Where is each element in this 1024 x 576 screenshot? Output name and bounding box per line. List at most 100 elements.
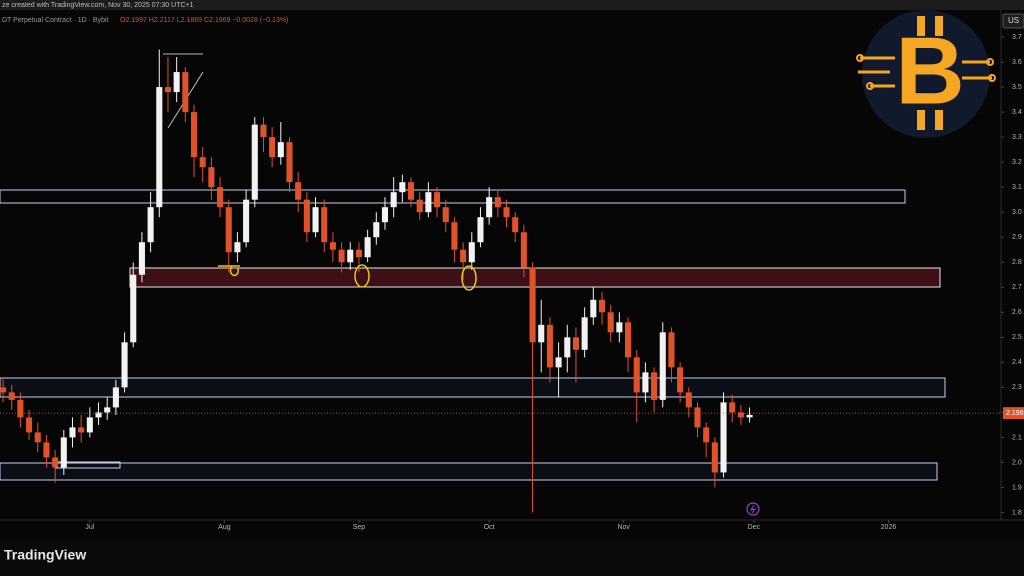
y-tick-label: 2.6 bbox=[1012, 309, 1022, 316]
candle-body bbox=[538, 324, 545, 343]
candle-body bbox=[164, 87, 172, 93]
x-tick-label: Oct bbox=[484, 524, 495, 531]
candle-body bbox=[138, 242, 145, 275]
candle-body bbox=[338, 249, 345, 263]
candle-body bbox=[234, 242, 241, 253]
candle-body bbox=[329, 242, 336, 250]
candle-body bbox=[434, 192, 441, 208]
logo bbox=[856, 54, 864, 62]
candle-body bbox=[0, 387, 7, 393]
candle-body bbox=[121, 342, 128, 388]
y-tick-label: 3.3 bbox=[1012, 134, 1022, 141]
logo bbox=[917, 110, 925, 130]
x-tick-label: Dec bbox=[748, 524, 761, 531]
event-icon[interactable] bbox=[746, 502, 760, 516]
candle-body bbox=[694, 407, 701, 428]
y-tick-label: 2.5 bbox=[1012, 334, 1022, 341]
candle-body bbox=[633, 357, 640, 393]
caption: ze created with TradingView.com, Nov 30,… bbox=[2, 2, 194, 9]
candle-body bbox=[529, 267, 536, 343]
candle-body bbox=[494, 197, 501, 208]
logo bbox=[986, 58, 994, 66]
candle-body bbox=[269, 137, 276, 158]
candle-body bbox=[720, 402, 727, 473]
logo bbox=[858, 56, 992, 88]
x-tick-label: 2026 bbox=[881, 524, 897, 531]
candle-body bbox=[225, 207, 232, 253]
candle-body bbox=[364, 237, 371, 258]
logo bbox=[988, 74, 996, 82]
candle-body bbox=[173, 72, 180, 93]
candle-body bbox=[381, 207, 389, 223]
candle-body bbox=[86, 417, 93, 433]
candle-body bbox=[34, 432, 41, 443]
candle-body bbox=[546, 324, 553, 368]
candle-body bbox=[659, 332, 666, 400]
candle-body bbox=[303, 199, 310, 233]
candle-body bbox=[373, 222, 380, 238]
candle-body bbox=[685, 392, 692, 408]
candle-body bbox=[746, 414, 753, 418]
candle-body bbox=[607, 312, 614, 333]
candle-body bbox=[451, 222, 458, 250]
candle-body bbox=[321, 207, 328, 243]
y-tick-label: 2.9 bbox=[1012, 234, 1022, 241]
zone bbox=[0, 377, 946, 398]
candle-body bbox=[486, 197, 493, 218]
candle-body bbox=[407, 182, 415, 200]
annotation bbox=[354, 264, 370, 288]
candle-body bbox=[503, 207, 510, 218]
y-tick-label: 3.5 bbox=[1012, 84, 1022, 91]
caption-bar bbox=[0, 0, 1024, 10]
candle-body bbox=[520, 232, 527, 268]
y-tick-label: 3.6 bbox=[1012, 59, 1022, 66]
candle-body bbox=[355, 249, 362, 258]
candle-body bbox=[243, 199, 250, 243]
candle-body bbox=[703, 427, 710, 443]
y-tick-label: 1.8 bbox=[1012, 509, 1022, 516]
y-tick-label: 3.2 bbox=[1012, 159, 1022, 166]
candle-body bbox=[69, 427, 76, 438]
candle-body bbox=[572, 337, 579, 350]
x-tick-label: Nov bbox=[617, 524, 630, 531]
candle-body bbox=[156, 87, 163, 208]
zone bbox=[0, 189, 906, 204]
y-tick-label: 3.7 bbox=[1012, 34, 1022, 41]
logo bbox=[935, 110, 943, 130]
y-tick-label: 2.3 bbox=[1012, 384, 1022, 391]
candle-body bbox=[295, 182, 302, 200]
candle-body bbox=[555, 357, 562, 368]
last-price-tag bbox=[1003, 407, 1024, 420]
candle-body bbox=[390, 192, 397, 208]
zone bbox=[0, 462, 938, 481]
candle-body bbox=[642, 372, 649, 393]
footer bbox=[0, 540, 1024, 576]
candle-body bbox=[711, 442, 718, 473]
candle-body bbox=[737, 412, 744, 418]
candle-body bbox=[130, 274, 137, 343]
candle-body bbox=[460, 249, 467, 263]
candle-body bbox=[468, 242, 475, 263]
last-price-label: 2.1969 bbox=[1006, 410, 1024, 417]
event-icon bbox=[749, 504, 757, 514]
y-tick-label: 1.9 bbox=[1012, 484, 1022, 491]
y-tick-label: 3.4 bbox=[1012, 109, 1022, 116]
y-tick-label: 2.4 bbox=[1012, 359, 1022, 366]
candle-body bbox=[442, 207, 449, 223]
logo bbox=[862, 10, 990, 138]
ohlc: O2.1997 H2.2117 L2.1869 C2.1969 −0.0028 … bbox=[120, 17, 288, 24]
logo bbox=[866, 82, 874, 90]
logo bbox=[935, 16, 943, 36]
candle-body bbox=[347, 249, 354, 263]
candle-body bbox=[208, 167, 215, 188]
candle-body bbox=[199, 157, 206, 168]
candle-body bbox=[277, 142, 284, 158]
candle-body bbox=[416, 199, 423, 213]
x-tick-label: Aug bbox=[218, 524, 231, 531]
candle-body bbox=[312, 207, 319, 233]
annotation bbox=[461, 265, 477, 291]
candle-body bbox=[286, 142, 293, 183]
candle-body bbox=[52, 457, 59, 468]
candle-body bbox=[17, 399, 24, 418]
